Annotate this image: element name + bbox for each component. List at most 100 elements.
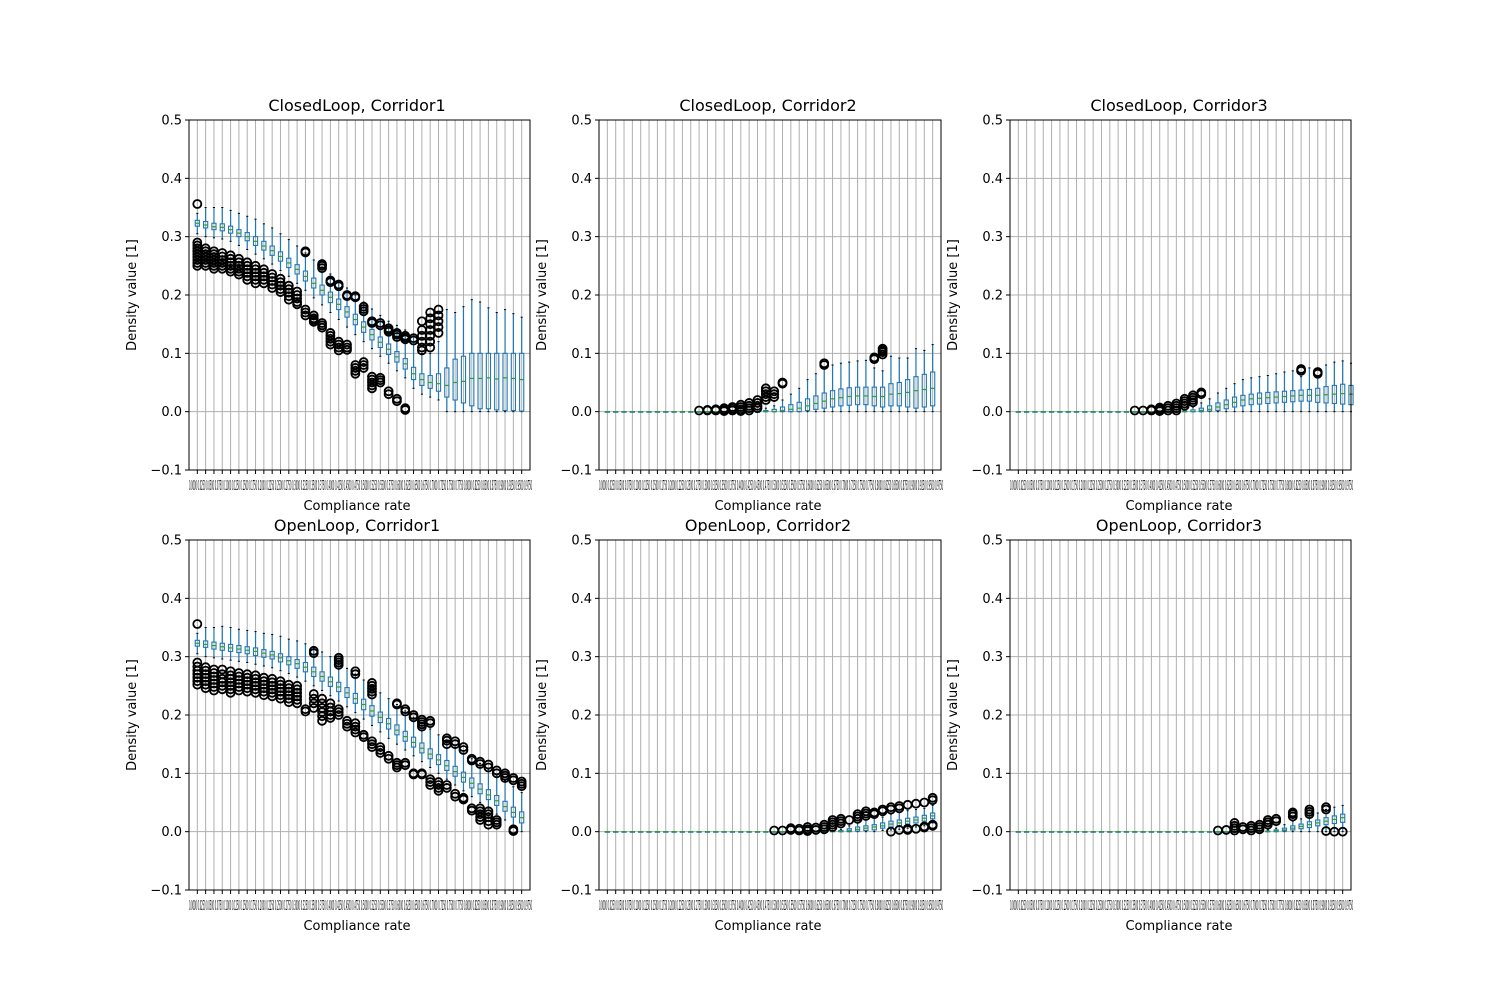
y-tick-label: 0.5 (161, 114, 182, 129)
box-0.6 (1213, 825, 1223, 836)
box-0.35 (308, 645, 319, 713)
y-tick-label: 0.4 (982, 172, 1003, 187)
outlier-point (300, 247, 311, 258)
box-0.725 (846, 361, 852, 413)
outlier-point (308, 310, 319, 321)
box-iqr (494, 352, 500, 411)
outlier-point (192, 199, 203, 209)
outlier-point (308, 648, 319, 659)
x-tick-labels: 0.0000 0.0250 0.0500 0.0750 0.1000 0.125… (599, 479, 943, 494)
box-0.3 (704, 831, 711, 833)
box-0.225 (267, 227, 278, 293)
outlier-point (383, 386, 394, 397)
outlier-point (483, 762, 494, 773)
y-tick-label: 0.0 (982, 825, 1003, 840)
box-0.8 (458, 742, 469, 805)
plot-area-4: −0.1 0.0 0.1 0.2 0.3 0.4 0.5 (150, 534, 531, 899)
box-0.525 (1188, 390, 1198, 413)
box-0.85 (888, 355, 894, 413)
box-0.9 (1312, 367, 1323, 413)
outlier-point (1312, 368, 1323, 379)
box-0.1 (638, 831, 644, 833)
outlier-point (367, 736, 377, 747)
box-0.325 (1123, 831, 1130, 833)
y-axis-label: Density value [1] (946, 239, 961, 351)
box-iqr (469, 352, 475, 407)
outlier-point (292, 286, 303, 297)
box-iqr (435, 373, 442, 392)
box-0.4 (325, 273, 336, 350)
box-iqr (904, 379, 911, 408)
box-0.575 (796, 387, 802, 413)
box-0.85 (477, 301, 483, 413)
box-0.1 (638, 411, 644, 413)
outlier-point (433, 316, 444, 327)
box-0.05 (621, 831, 627, 833)
box-0.8 (460, 306, 467, 413)
outlier-point (300, 307, 311, 318)
box-0.175 (1073, 831, 1080, 833)
box-iqr (796, 401, 802, 413)
y-tick-label: 0.4 (571, 592, 592, 607)
box-0.875 (483, 759, 494, 830)
outlier-point (292, 293, 303, 304)
outlier-point (292, 694, 303, 705)
outlier-point (333, 659, 344, 670)
box-0.075 (1040, 411, 1046, 413)
box-iqr (804, 398, 811, 412)
outlier-point (350, 727, 361, 738)
plot-area-3: −0.1 0.0 0.1 0.2 0.3 0.4 0.5 (971, 114, 1354, 479)
x-axis-label: Compliance rate (714, 499, 821, 514)
box-0.225 (1090, 831, 1096, 833)
box-0.9 (904, 357, 911, 413)
y-tick-label: 0.4 (161, 592, 182, 607)
y-tick-label: −0.1 (971, 464, 1003, 479)
box-0.7 (838, 362, 844, 413)
box-0.525 (367, 308, 377, 394)
subplot-openloop-corridor1: OpenLoop, Corridor1 Density value [1] Co… (125, 516, 532, 934)
outlier-point (350, 365, 361, 376)
box-0.075 (629, 411, 636, 413)
y-tick-label: 0.1 (161, 347, 182, 362)
box-0.7 (425, 307, 436, 398)
box-0.175 (663, 411, 669, 413)
outlier-point (400, 706, 411, 717)
box-0.65 (408, 710, 419, 780)
box-0.25 (688, 831, 694, 833)
box-0.6 (804, 379, 811, 413)
box-0.15 (242, 629, 253, 697)
box-iqr (779, 406, 786, 413)
outlier-point (392, 762, 402, 773)
x-axis-label: Compliance rate (1125, 919, 1232, 934)
box-0.425 (1157, 831, 1163, 833)
outlier-point (777, 378, 788, 389)
box-0.775 (1273, 373, 1279, 413)
outlier-point (425, 319, 436, 330)
y-tick-label: 0.5 (161, 534, 182, 549)
outlier-point (1262, 819, 1273, 830)
subplot-title: ClosedLoop, Corridor2 (679, 96, 856, 115)
y-tick-label: −0.1 (150, 884, 182, 899)
outlier-point (383, 750, 394, 761)
outlier-point (400, 760, 411, 771)
box-0.775 (863, 359, 869, 413)
y-axis-label: Density value [1] (125, 239, 140, 351)
box-0.75 (444, 309, 450, 413)
outlier-point (769, 386, 780, 397)
plot-area-6: −0.1 0.0 0.1 0.2 0.3 0.4 0.5 (971, 534, 1352, 899)
y-tick-label: 0.4 (161, 172, 182, 187)
box-0.55 (375, 692, 386, 758)
box-0.675 (1240, 379, 1246, 413)
box-0.2 (671, 411, 677, 413)
box-0.55 (788, 393, 794, 413)
outlier-point (1337, 826, 1348, 837)
outlier-point (1171, 405, 1182, 416)
outlier-point (375, 320, 386, 331)
box-iqr (813, 395, 819, 410)
box-0.375 (729, 831, 736, 833)
box-0.975 (1337, 804, 1348, 837)
outlier-point (300, 706, 311, 717)
box-iqr (477, 352, 483, 410)
box-0.0 (1015, 411, 1021, 413)
outlier-point (491, 765, 502, 776)
